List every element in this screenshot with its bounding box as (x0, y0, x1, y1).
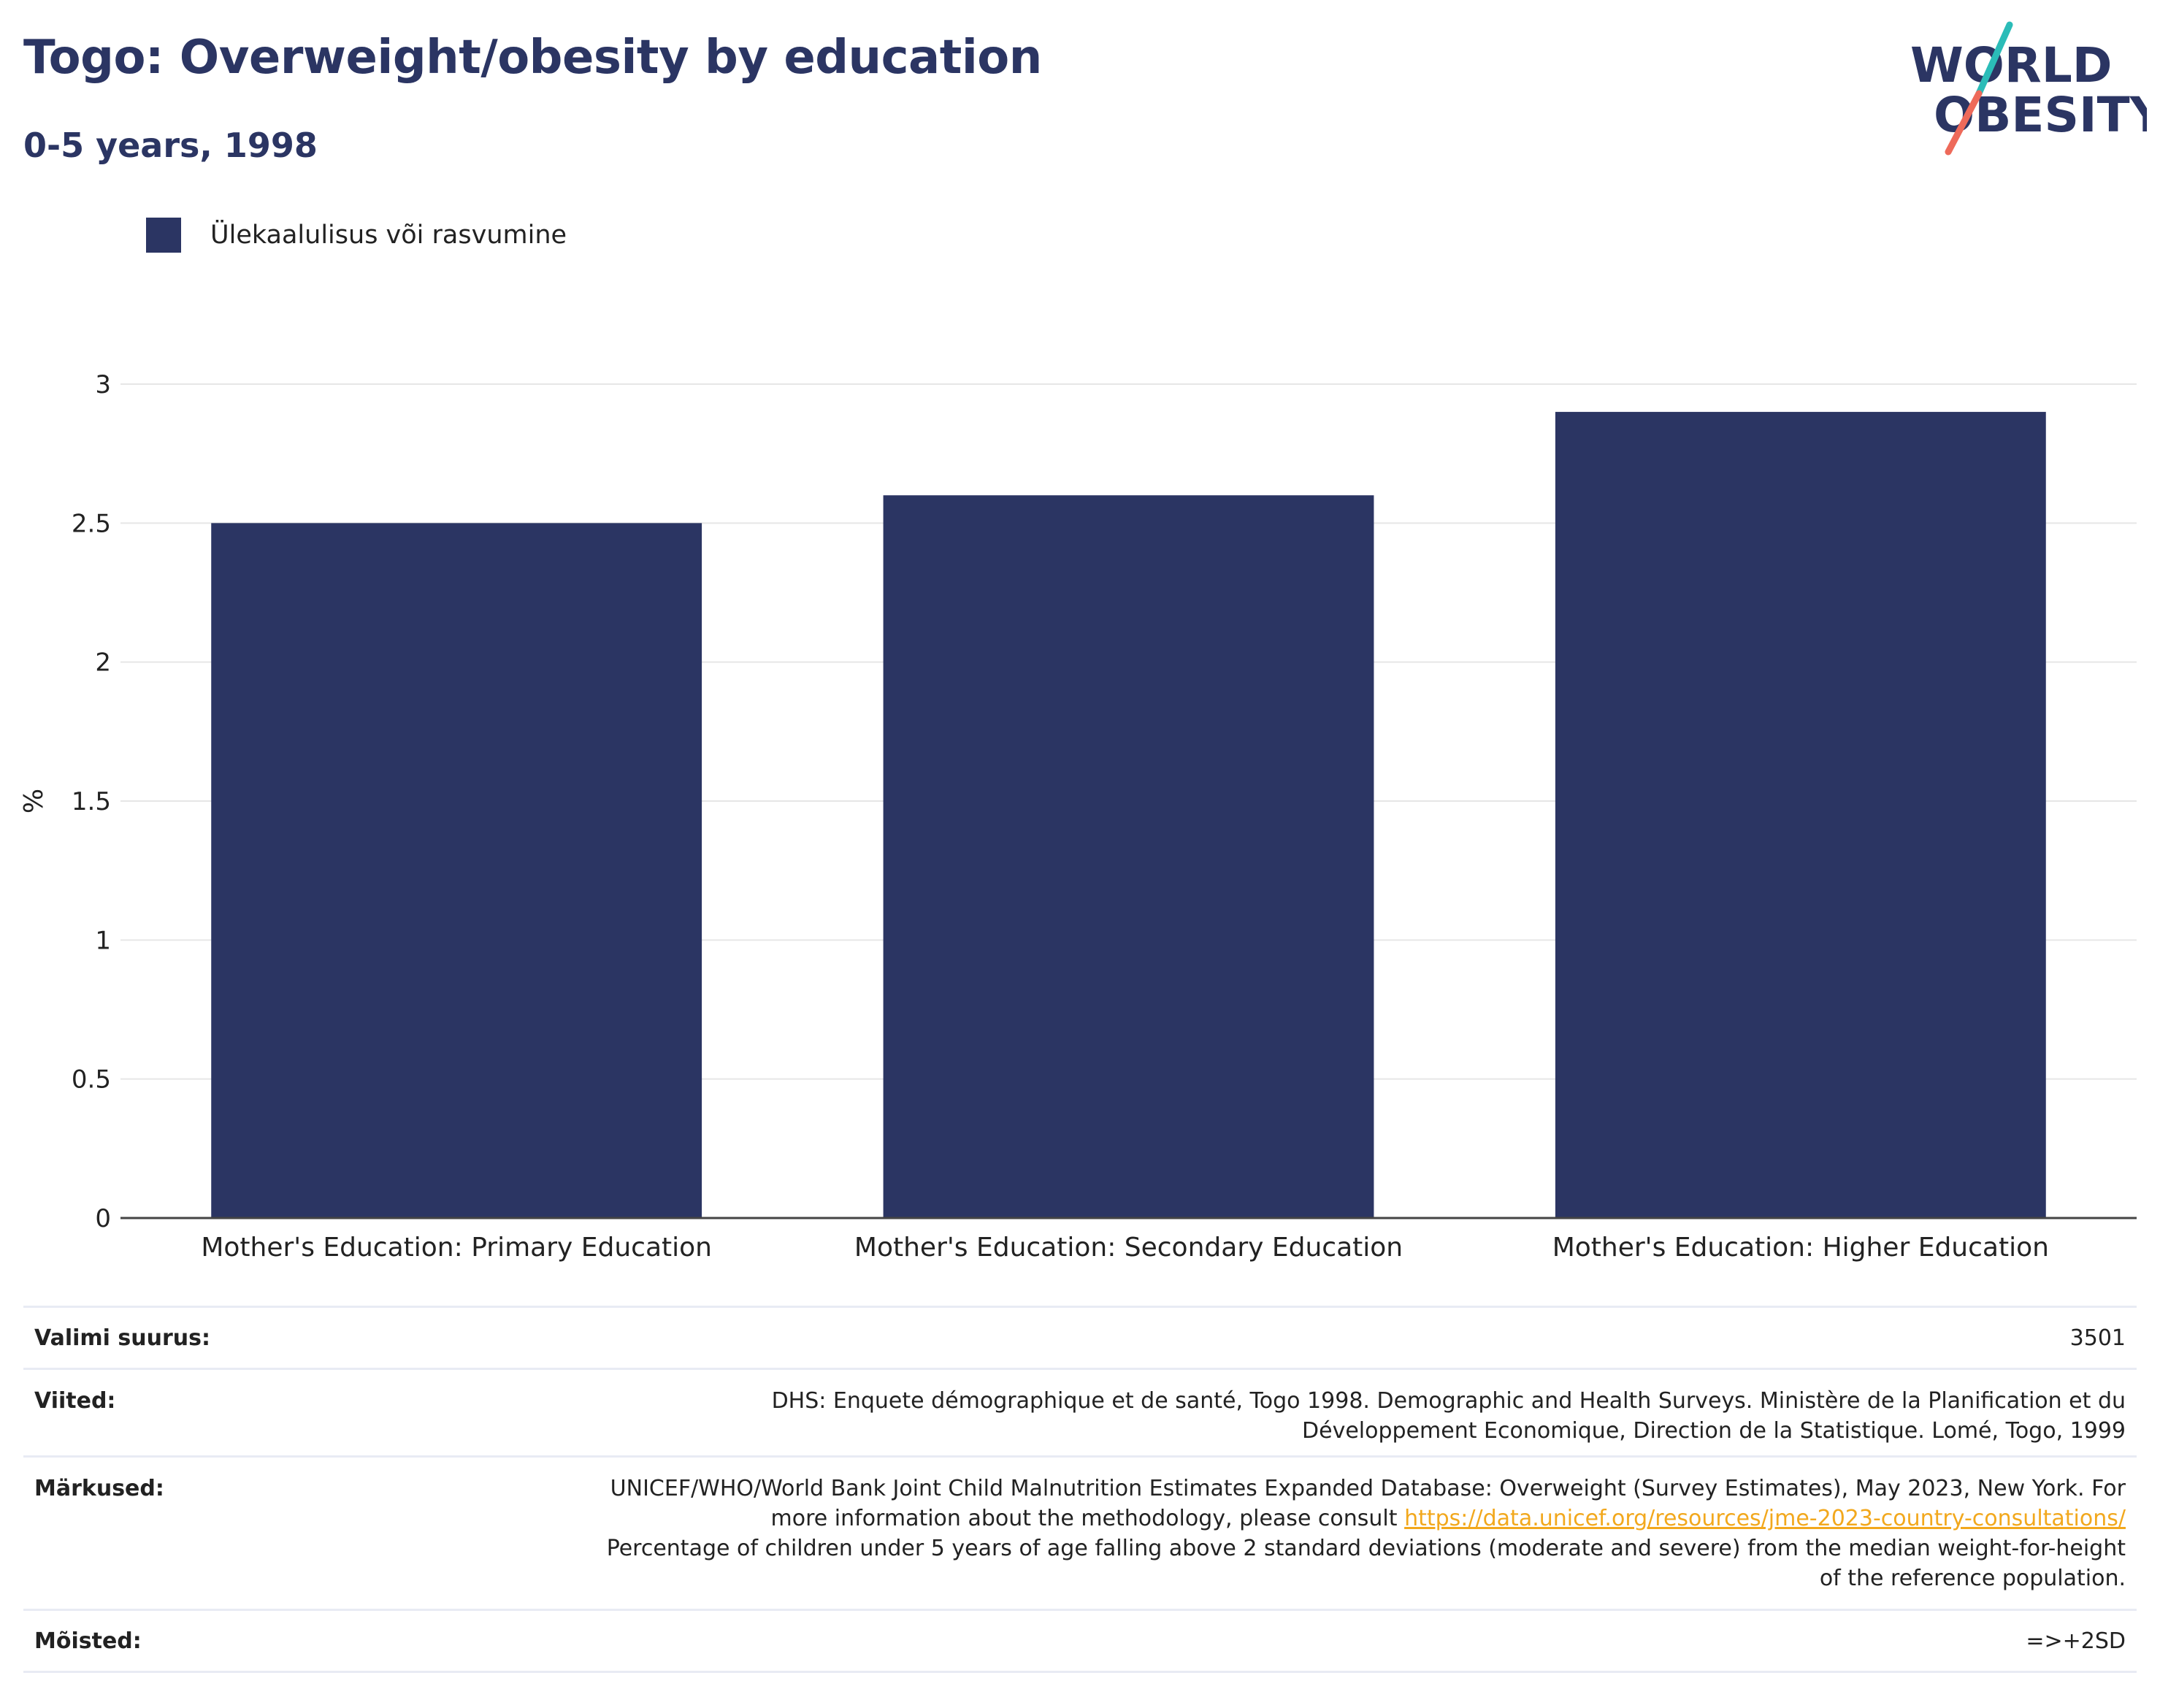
sample-size-row: Valimi suurus: 3501 (23, 1306, 2137, 1368)
y-tick-label: 1.5 (72, 787, 111, 816)
sample-size-value: 3501 (2069, 1325, 2126, 1351)
y-tick-label: 2.5 (72, 509, 111, 538)
x-tick-label: Mother's Education: Secondary Education (854, 1233, 1403, 1263)
legend-label: Ülekaalulisus või rasvumine (210, 221, 567, 250)
y-tick-label: 0.5 (72, 1065, 111, 1095)
references-row: Viited: DHS: Enquete démographique et de… (23, 1368, 2137, 1455)
sample-size-label: Valimi suurus: (34, 1325, 210, 1351)
y-axis-label: % (19, 789, 49, 813)
chart-subtitle: 0-5 years, 1998 (23, 126, 318, 165)
logo-slash-teal (1975, 21, 2013, 97)
notes-label: Märkused: (34, 1476, 164, 1501)
chart-title: Togo: Overweight/obesity by education (23, 31, 1042, 85)
bars (211, 412, 2046, 1218)
definitions-row: Mõisted: =>+2SD (23, 1609, 2137, 1673)
x-tick-labels: Mother's Education: Primary Education Mot… (201, 1233, 2049, 1263)
legend-swatch (146, 218, 181, 253)
logo-slash-coral (1945, 90, 1983, 156)
notes-row: Märkused: UNICEF/WHO/World Bank Joint Ch… (23, 1455, 2137, 1609)
references-value: DHS: Enquete démographique et de santé, … (771, 1388, 2126, 1444)
notes-text-2: Percentage of children under 5 years of … (606, 1536, 2126, 1591)
world-obesity-logo: WORLD OBESITY (1910, 21, 2147, 156)
bar[interactable] (883, 495, 1374, 1218)
info-table: Valimi suurus: 3501 Viited: DHS: Enquete… (23, 1306, 2137, 1673)
y-tick-label: 3 (95, 370, 111, 399)
y-tick-label: 2 (95, 648, 111, 678)
bar-chart: 0 0.5 1 1.5 2 2.5 3 Mother's Education: Primar… (19, 370, 2137, 1263)
notes-text-1: UNICEF/WHO/World Bank Joint Child Malnut… (610, 1476, 2126, 1531)
bar[interactable] (211, 523, 702, 1218)
bar[interactable] (1555, 412, 2046, 1218)
definitions-label: Mõisted: (34, 1628, 142, 1654)
x-tick-label: Mother's Education: Higher Education (1552, 1233, 2049, 1263)
definitions-value: =>+2SD (2026, 1628, 2126, 1654)
y-tick-label: 0 (95, 1204, 111, 1233)
y-tick-label: 1 (95, 926, 111, 955)
methodology-link[interactable]: https://data.unicef.org/resources/jme-20… (1404, 1506, 2126, 1531)
notes-value: UNICEF/WHO/World Bank Joint Child Malnut… (592, 1474, 2137, 1593)
chart-legend[interactable]: Ülekaalulisus või rasvumine (146, 218, 567, 253)
x-tick-label: Mother's Education: Primary Education (201, 1233, 712, 1263)
references-label: Viited: (34, 1388, 116, 1414)
logo-line-world: WORLD (1910, 37, 2113, 93)
y-tick-labels: 0 0.5 1 1.5 2 2.5 3 (72, 370, 111, 1233)
